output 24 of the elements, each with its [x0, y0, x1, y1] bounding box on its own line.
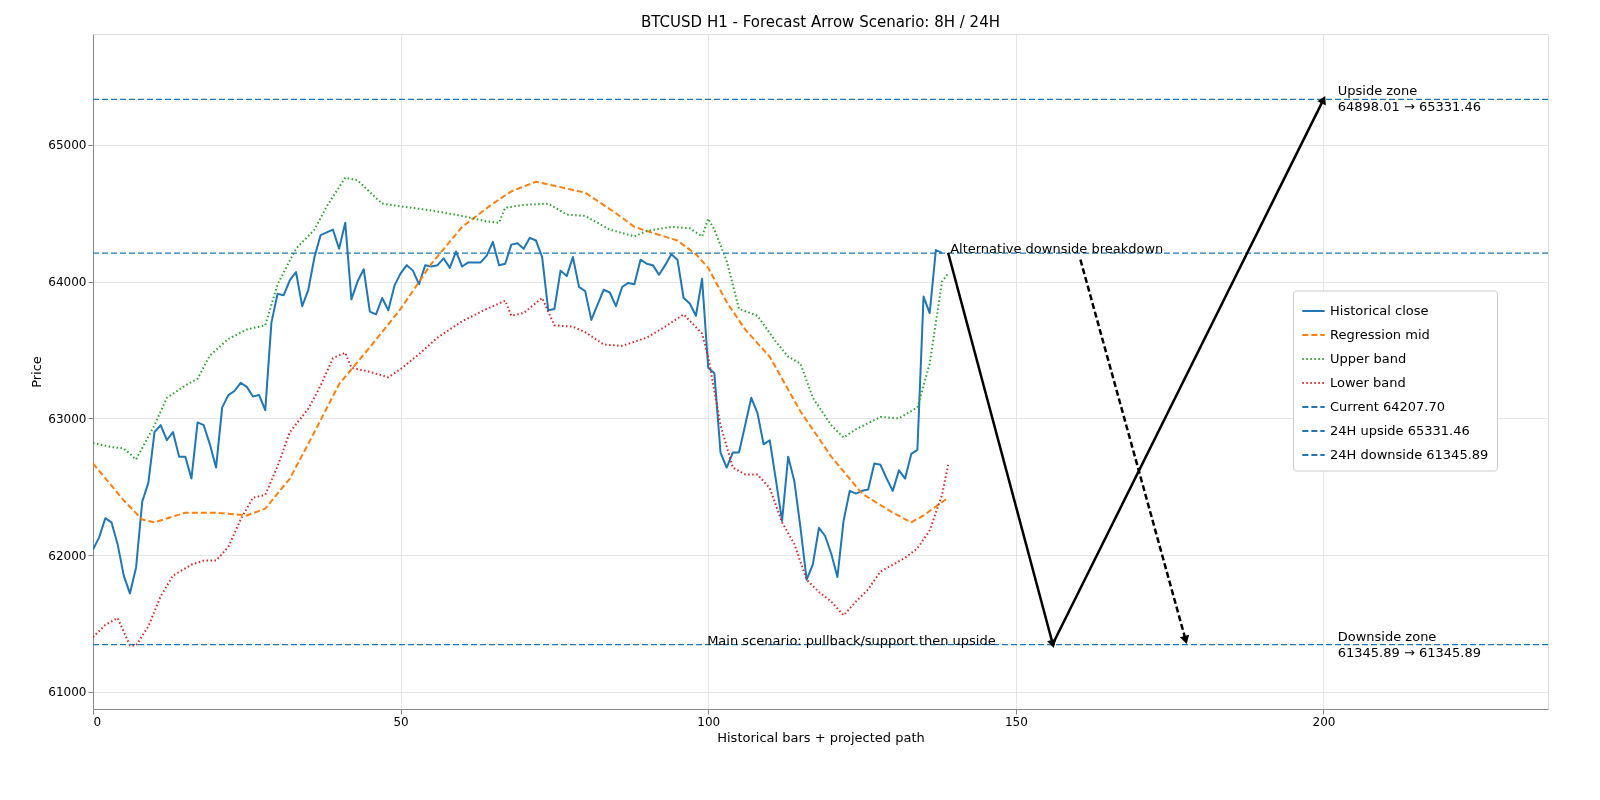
y-tick-label: 65000 [48, 138, 87, 153]
legend-label: Regression mid [1330, 327, 1430, 342]
y-tick-label: 64000 [48, 275, 87, 290]
legend-label: Historical close [1330, 303, 1429, 318]
chart-title: BTCUSD H1 - Forecast Arrow Scenario: 8H / 24H [641, 13, 1000, 31]
legend-label: Current 64207.70 [1330, 399, 1445, 414]
legend-label: Upper band [1330, 351, 1407, 366]
annotation: Alternative downside breakdown [950, 241, 1164, 257]
x-tick-label: 100 [697, 714, 721, 729]
y-tick-label: 63000 [48, 411, 87, 426]
annotation: Main scenario: pullback/support then upside [707, 632, 996, 648]
x-tick-label: 150 [1004, 714, 1028, 729]
x-tick-label: 200 [1312, 714, 1336, 729]
annotation: Downside zone 61345.89 → 61345.89 [1337, 628, 1481, 660]
legend-label: Lower band [1330, 375, 1406, 390]
y-axis-title: Price [29, 356, 45, 388]
y-tick-label: 62000 [48, 548, 87, 563]
x-tick-label: 50 [393, 714, 409, 729]
y-tick-label: 61000 [48, 685, 87, 700]
legend-label: 24H downside 61345.89 [1330, 447, 1489, 462]
annotation: Upside zone 64898.01 → 65331.46 [1337, 83, 1481, 115]
x-tick-label: 0 [93, 714, 102, 729]
legend-label: 24H upside 65331.46 [1330, 423, 1470, 438]
x-axis-title: Historical bars + projected path [717, 729, 925, 745]
